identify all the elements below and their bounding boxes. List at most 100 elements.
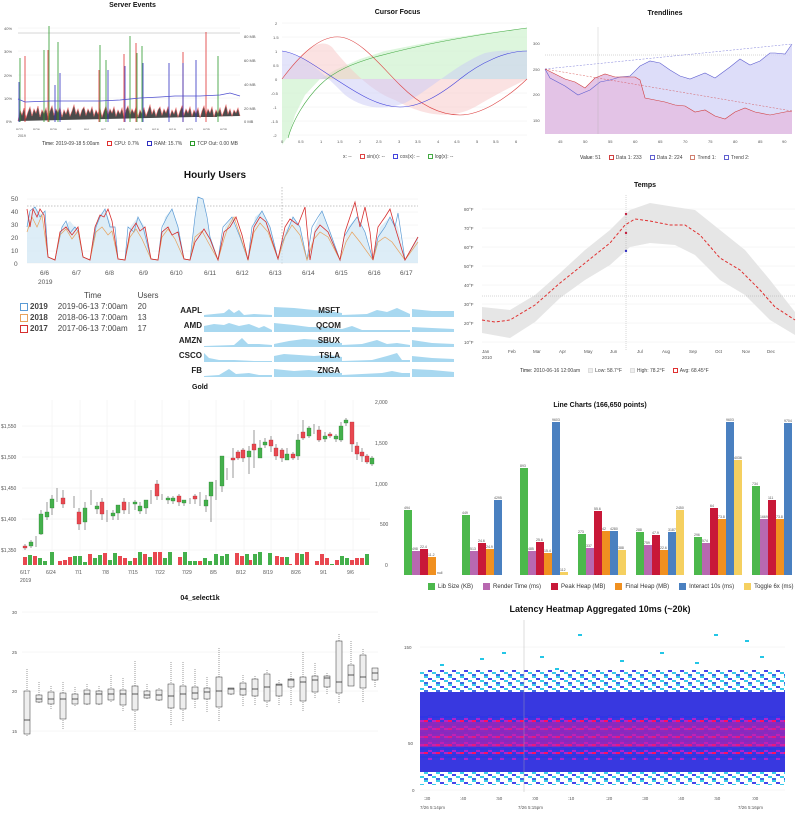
- svg-text:6: 6: [515, 139, 518, 144]
- svg-text:50: 50: [408, 741, 414, 746]
- svg-text:90: 90: [782, 139, 787, 144]
- svg-text:30%: 30%: [4, 49, 12, 54]
- legend-row-2018[interactable]: 2018 2018-06-13 7:00am 13: [15, 312, 164, 323]
- svg-text:85: 85: [758, 139, 763, 144]
- svg-text:6/11: 6/11: [204, 270, 217, 277]
- svg-text:7/26 5:14pm: 7/26 5:14pm: [420, 805, 445, 810]
- svg-text:337: 337: [586, 544, 592, 548]
- svg-text:Feb: Feb: [508, 349, 516, 354]
- legend-trend1[interactable]: Trend 1:: [690, 155, 716, 161]
- svg-text:1: 1: [320, 139, 323, 144]
- sparklines-left: AAPL AMD AMZN CSCO FB: [178, 303, 344, 378]
- svg-text:7/26 5:15pm: 7/26 5:15pm: [518, 805, 543, 810]
- legend-data2[interactable]: Data 2: 224: [649, 155, 682, 161]
- legend-data1[interactable]: Data 1: 233: [608, 155, 642, 161]
- line-charts-legend: Lib Size (KB) Render Time (ms) Peak Heap…: [428, 583, 793, 590]
- svg-text:0: 0: [275, 77, 278, 82]
- svg-text::50: :50: [496, 796, 503, 801]
- svg-text:4.5: 4.5: [454, 139, 460, 144]
- svg-text:75: 75: [708, 139, 713, 144]
- legend-cpu[interactable]: CPU: 0.7%: [107, 141, 139, 147]
- legend-peak-heap[interactable]: Peak Heap (MB): [551, 583, 605, 590]
- svg-text:$1,400: $1,400: [1, 517, 17, 523]
- svg-text:Jul: Jul: [637, 349, 643, 354]
- select1k-chart[interactable]: 30 25 20 15: [0, 602, 400, 822]
- svg-text:9/1: 9/1: [67, 128, 72, 130]
- line-charts-bars[interactable]: 494 498 22.4 11.2 null 449 513 24.6 24.9…: [400, 412, 800, 577]
- temps-panel: Temps 80°F 70°F 60°F 50°F 40°F 30°F 20°F 10°F J…: [440, 170, 800, 380]
- temps-title: Temps: [633, 182, 657, 189]
- svg-text:3187: 3187: [668, 528, 676, 532]
- legend-avg[interactable]: Avg: 68.45°F: [672, 368, 709, 374]
- svg-text:-1: -1: [273, 105, 277, 110]
- svg-text:8/19: 8/19: [263, 570, 273, 576]
- heatmap-chart[interactable]: 150 50 0 :30:40:50:00:10:20:30:40:50:00 7/…: [400, 620, 800, 820]
- svg-text:6/17: 6/17: [20, 570, 30, 576]
- legend-low[interactable]: Low: 58.7°F: [588, 368, 622, 374]
- svg-text:500: 500: [380, 522, 389, 528]
- legend-render-time[interactable]: Render Time (ms): [483, 583, 541, 590]
- legend-sin[interactable]: sin(x): --: [359, 154, 385, 160]
- svg-text:0: 0: [385, 563, 388, 569]
- svg-text:10: 10: [11, 248, 19, 255]
- svg-text:60: 60: [633, 139, 638, 144]
- svg-text:$1,500: $1,500: [1, 455, 17, 461]
- svg-text:9603: 9603: [726, 418, 734, 422]
- legend-toggle[interactable]: Toggle 6x (ms): [744, 583, 793, 590]
- svg-text:24.6: 24.6: [478, 539, 485, 543]
- svg-text:1,000: 1,000: [375, 482, 388, 488]
- svg-text:0%: 0%: [6, 119, 12, 124]
- svg-text:30: 30: [11, 222, 19, 229]
- svg-text:-1.5: -1.5: [271, 119, 279, 124]
- svg-text:0: 0: [281, 139, 284, 144]
- svg-text::00: :00: [752, 796, 759, 801]
- svg-text:42: 42: [602, 527, 606, 531]
- svg-text:50°F: 50°F: [464, 264, 474, 269]
- hourly-users-legend: Time Users 2019 2019-06-13 7:00am 20 2018 …: [15, 290, 164, 334]
- gold-chart[interactable]: $1,550 $1,500 $1,450 $1,400 $1,350 2,000 1,50…: [0, 390, 400, 585]
- legend-trend2[interactable]: Trend 2:: [723, 155, 749, 161]
- svg-text:6/14: 6/14: [302, 270, 315, 277]
- legend-final-heap[interactable]: Final Heap (MB): [615, 583, 669, 590]
- svg-text:15.4: 15.4: [544, 549, 551, 553]
- svg-text:25: 25: [12, 650, 18, 655]
- svg-text:80: 80: [733, 139, 738, 144]
- legend-interact[interactable]: Interact 10s (ms): [679, 583, 734, 590]
- legend-ram[interactable]: RAM: 15.7%: [147, 141, 182, 147]
- svg-text:9/4: 9/4: [84, 128, 89, 130]
- legend-row-2019[interactable]: 2019 2019-06-13 7:00am 20: [15, 301, 164, 312]
- legend-lib-size[interactable]: Lib Size (KB): [428, 583, 473, 590]
- svg-text:20 MB: 20 MB: [244, 106, 256, 111]
- svg-text:45: 45: [558, 139, 563, 144]
- legend-high[interactable]: High: 78.2°F: [629, 368, 665, 374]
- svg-text:5: 5: [476, 139, 479, 144]
- svg-text:-2: -2: [273, 133, 277, 138]
- svg-text:$1,550: $1,550: [1, 424, 17, 430]
- legend-log[interactable]: log(x): --: [427, 154, 453, 160]
- svg-text:70°F: 70°F: [464, 226, 474, 231]
- trendlines-chart[interactable]: 300 250 200 150 45 50 55 60 65 70 75 80 85 90: [530, 22, 800, 147]
- cursor-focus-chart[interactable]: 2 1.5 1 0.5 0 -0.5 -1 -1.5 -2 0 0.5 1 1.5 2 2.5 3 3.5 4 4…: [265, 15, 530, 150]
- svg-text:Aug: Aug: [662, 349, 671, 354]
- svg-text:65: 65: [658, 139, 663, 144]
- svg-text:40°F: 40°F: [464, 283, 474, 288]
- legend-row-2017[interactable]: 2017 2017-06-13 7:00am 17: [15, 323, 164, 334]
- svg-text::50: :50: [714, 796, 721, 801]
- svg-text:$1,450: $1,450: [1, 486, 17, 492]
- svg-text:$1,350: $1,350: [1, 548, 17, 554]
- legend-tcp[interactable]: TCP Out: 0.00 MB: [190, 141, 238, 147]
- svg-text:40%: 40%: [4, 26, 12, 31]
- svg-text:6/7: 6/7: [72, 270, 81, 277]
- svg-text:8/5: 8/5: [210, 570, 217, 576]
- svg-text:Mar: Mar: [533, 349, 541, 354]
- svg-text:Jan: Jan: [482, 349, 490, 354]
- svg-text:Dec: Dec: [767, 349, 776, 354]
- svg-text:7/1: 7/1: [75, 570, 82, 576]
- svg-text:22.4: 22.4: [420, 545, 427, 549]
- hourly-users-chart[interactable]: 50 40 30 20 10 0 6/6 6/7 6/8 6/9 6/10 6/11 6/12 6/13…: [0, 187, 430, 302]
- temps-chart[interactable]: 80°F 70°F 60°F 50°F 40°F 30°F 20°F 10°F Jan Feb M…: [440, 195, 800, 375]
- heatmap-title: Latency Heatmap Aggregated 10ms (~20k): [509, 604, 691, 614]
- legend-cos[interactable]: cos(x): --: [392, 154, 420, 160]
- svg-text:112: 112: [560, 568, 566, 572]
